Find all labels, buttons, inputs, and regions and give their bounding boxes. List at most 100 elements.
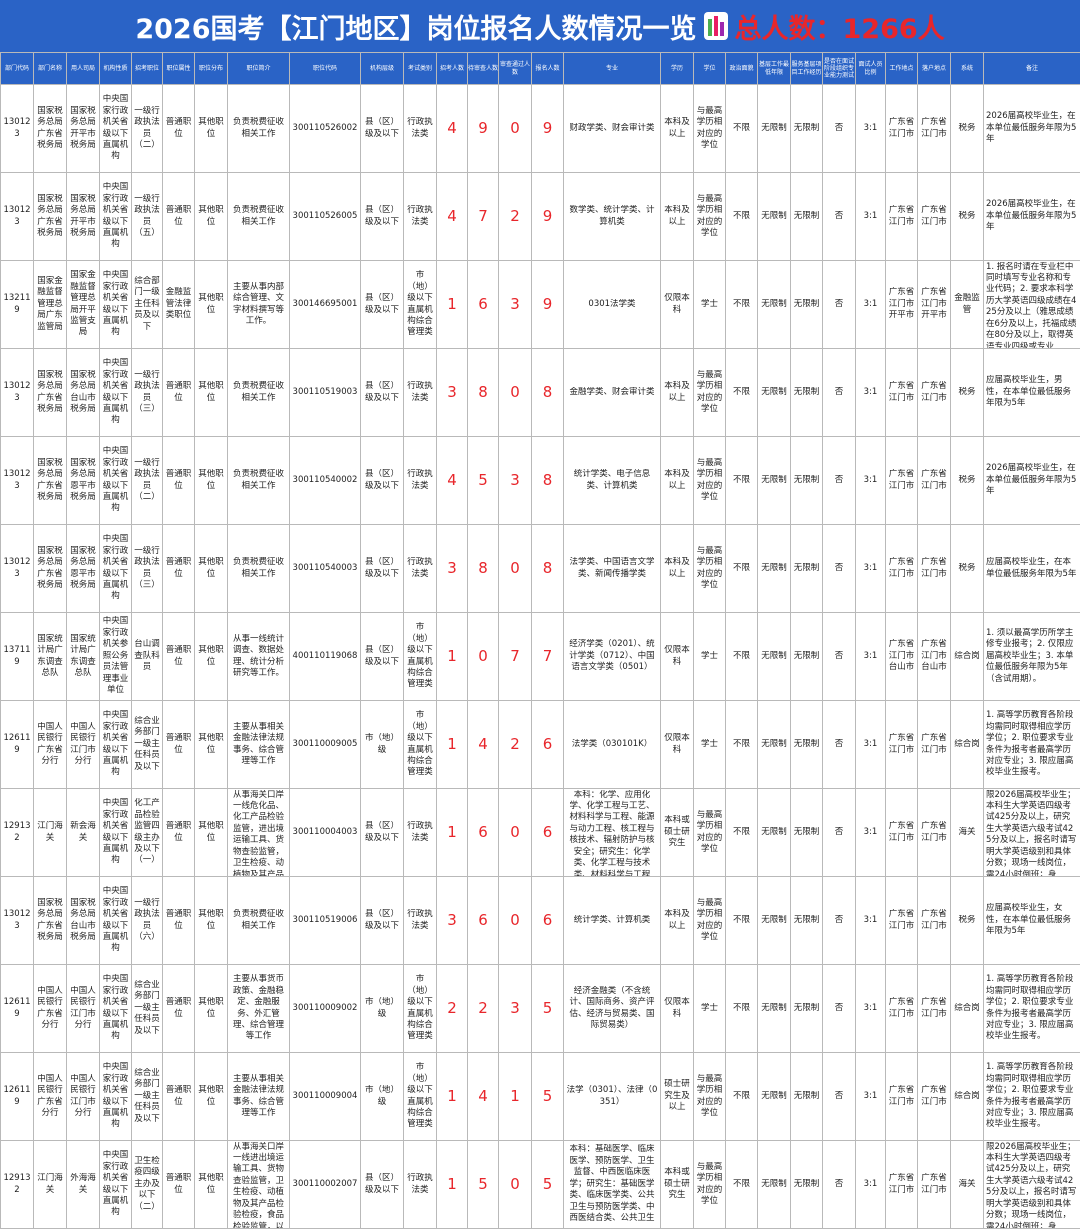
table-cell: 4 xyxy=(467,700,499,789)
table-cell: 3 xyxy=(498,436,532,525)
table-cell: 其他职位 xyxy=(194,876,228,965)
column-header: 招考职位 xyxy=(131,52,163,85)
table-cell: 8 xyxy=(531,436,564,525)
table-cell: 法学（0301）、法律（0351） xyxy=(563,1052,661,1141)
cell-text: 学士 xyxy=(700,298,718,309)
table-cell: 海关 xyxy=(950,1140,984,1229)
table-cell: 9 xyxy=(467,84,499,173)
cell-text: 300110009005 xyxy=(292,738,358,749)
table-cell: 国家金融监督管理总局开平监管支局 xyxy=(66,260,100,349)
cell-text: 0 xyxy=(510,911,520,930)
table-cell: 300146695001 xyxy=(289,260,361,349)
cell-text: 无限制 xyxy=(761,914,787,925)
cell-text: 中央国家行政机关省级以下直属机构 xyxy=(102,182,129,250)
column-header: 工作地点 xyxy=(885,52,918,85)
icon xyxy=(703,12,728,40)
cell-text: 限2026届高校毕业生；本科生大学英语四级考试425分及以上，研究生大学英语六级… xyxy=(986,1141,1077,1228)
table-cell: 2026届高校毕业生，在本单位最低服务年限为5年 xyxy=(983,436,1080,525)
cell-text: 2 xyxy=(510,735,520,754)
cell-text: 负责税费征收相关工作 xyxy=(232,909,284,931)
table-cell: 中央国家行政机关省级以下直属机构 xyxy=(99,1052,132,1141)
cell-text: 一级行政执法员（三） xyxy=(134,369,160,414)
column-header: 服务基层项目工作经历 xyxy=(790,52,823,85)
cell-text: 300110526002 xyxy=(292,122,358,133)
table-cell: 132119 xyxy=(0,260,34,349)
cell-text: 中国人民银行广东省分行 xyxy=(37,1073,63,1118)
table-cell: 广东省江门市 xyxy=(885,876,918,965)
table-cell: 3:1 xyxy=(855,1140,886,1229)
cell-text: 不限 xyxy=(732,1002,750,1013)
cell-text: 3:1 xyxy=(863,562,878,573)
table-cell: 129132 xyxy=(0,788,34,877)
table-cell: 无限制 xyxy=(790,876,823,965)
table-cell: 县（区）级及以下 xyxy=(360,612,404,701)
table-cell: 税务 xyxy=(950,84,984,173)
cell-text: 无限制 xyxy=(793,122,820,133)
table-cell: 9 xyxy=(531,84,564,173)
cell-text: 一级行政执法员（五） xyxy=(134,193,160,238)
column-header: 备注 xyxy=(983,52,1080,85)
cell-text: 2026届高校毕业生，在本单位最低服务年限为5年 xyxy=(986,111,1077,145)
table-cell: 统计学类、电子信息类、计算机类 xyxy=(563,436,661,525)
table-cell: 1. 报名时请在专业栏中同时填写专业名称和专业代码；2. 要求本科学历大学英语四… xyxy=(983,260,1080,349)
cell-text: 1 xyxy=(447,823,457,842)
cell-text: 与最高学历相对应的学位 xyxy=(696,897,723,942)
table-cell: 广东省江门市 xyxy=(885,524,918,613)
table-cell: 无限制 xyxy=(757,84,791,173)
table-cell: 应届高校毕业生，女性，在本单位最低服务年限为5年 xyxy=(983,876,1080,965)
table-cell: 普通职位 xyxy=(162,700,195,789)
table-cell: 从事海关口岸一线危化品、化工产品检验监管，进出境运输工具、货物查验监管，卫生检疫… xyxy=(227,788,290,877)
cell-text: 从事一线统计调查、数据处理、统计分析研究等工作。 xyxy=(232,633,284,678)
table-cell: 与最高学历相对应的学位 xyxy=(693,1052,726,1141)
cell-text: 其他职位 xyxy=(198,997,224,1019)
cell-text: 与最高学历相对应的学位 xyxy=(696,105,723,150)
table-row: 130123 国家税务总局广东省税务局 国家税务总局恩平市税务局 中央国家行政机关省级… xyxy=(0,436,1080,525)
table-cell: 130123 xyxy=(0,348,34,437)
table-cell: 广东省江门市 xyxy=(917,84,951,173)
table-cell: 不限 xyxy=(725,84,758,173)
table-cell: 负责税费征收相关工作 xyxy=(227,436,290,525)
table-cell: 本科或硕士研究生 xyxy=(660,1140,694,1229)
table-cell: 否 xyxy=(822,172,856,261)
cell-text: 国家金融监督管理总局广东监管局 xyxy=(37,275,63,332)
cell-text: 卫生检疫四级主办及以下（二） xyxy=(134,1155,160,1212)
table-cell: 130123 xyxy=(0,84,34,173)
cell-text: 市（地）级 xyxy=(364,733,399,755)
table-cell: 一级行政执法员（二） xyxy=(131,84,163,173)
table-cell: 0 xyxy=(498,876,532,965)
cell-text: 3 xyxy=(510,999,520,1018)
table-cell: 广东省江门市 xyxy=(917,876,951,965)
cell-text: 6 xyxy=(542,823,553,842)
table-row: 130123 国家税务总局广东省税务局 国家税务总局台山市税务局 中央国家行政机关省级… xyxy=(0,348,1080,437)
cell-text: 税务 xyxy=(958,562,976,573)
cell-text: 法学（0301）、法律（0351） xyxy=(566,1085,658,1107)
table-cell: 一级行政执法员（二） xyxy=(131,436,163,525)
table-cell: 无限制 xyxy=(757,524,791,613)
cell-text: 新会海关 xyxy=(70,821,96,843)
column-header: 职位代码 xyxy=(289,52,361,85)
column-header: 审查通过人数 xyxy=(498,52,532,85)
table-cell: 综合部门一级主任科员及以下 xyxy=(131,260,163,349)
table-cell: 其他职位 xyxy=(194,436,228,525)
cell-text: 本科及以上 xyxy=(664,117,690,139)
table-cell: 无限制 xyxy=(757,260,791,349)
cell-text: 广东省江门市 xyxy=(888,733,915,755)
cell-text: 普通职位 xyxy=(165,909,192,931)
table-cell: 130123 xyxy=(0,436,34,525)
table-cell: 综合岗 xyxy=(950,612,984,701)
cell-text: 其他职位 xyxy=(198,293,224,315)
table-cell: 行政执法类 xyxy=(403,524,437,613)
cell-text: 普通职位 xyxy=(165,997,192,1019)
cell-text: 1. 须以最高学历所学主修专业报考；2. 仅限应届高校毕业生；3. 本单位最低服… xyxy=(986,627,1074,684)
cell-text: 国家税务总局广东省税务局 xyxy=(37,193,63,238)
table-cell: 5 xyxy=(467,1140,499,1229)
table-cell: 县（区）级及以下 xyxy=(360,524,404,613)
cell-text: 6 xyxy=(478,823,488,842)
cell-text: 中央国家行政机关省级以下直属机构 xyxy=(102,974,129,1042)
table-cell: 广东省江门市 xyxy=(917,788,951,877)
cell-text: 普通职位 xyxy=(165,645,192,667)
cell-text: 9 xyxy=(542,295,553,314)
table-cell: 3 xyxy=(436,876,468,965)
cell-text: 其他职位 xyxy=(198,1085,224,1107)
cell-text: 0301法学类 xyxy=(588,298,636,309)
